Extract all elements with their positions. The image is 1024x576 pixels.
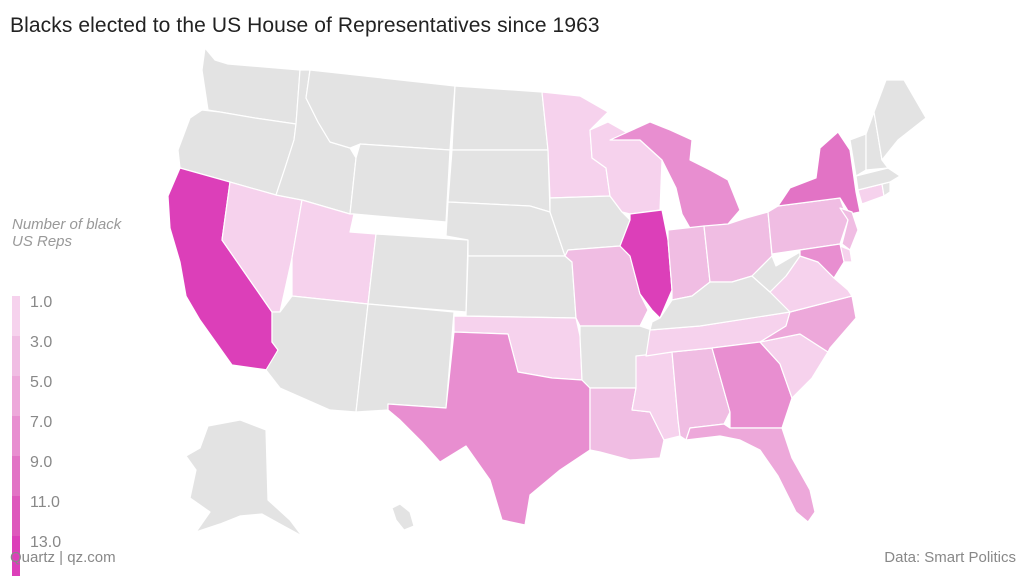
legend-swatch xyxy=(12,296,20,336)
legend-swatch xyxy=(12,456,20,496)
state-CO xyxy=(367,233,469,313)
legend-label: 11.0 xyxy=(30,494,60,511)
chart-title: Blacks elected to the US House of Repres… xyxy=(10,14,600,37)
data-source: Data: Smart Politics xyxy=(884,549,1016,566)
state-FL xyxy=(685,423,816,523)
legend-label: 7.0 xyxy=(30,414,53,431)
legend-swatch xyxy=(12,336,20,376)
state-ME xyxy=(873,79,927,161)
state-NM xyxy=(355,303,455,413)
legend-label: 1.0 xyxy=(30,294,53,311)
state-AZ xyxy=(265,295,369,413)
state-UT xyxy=(291,199,377,305)
legend-swatch xyxy=(12,536,20,576)
state-MI xyxy=(609,121,741,229)
state-NH xyxy=(865,111,889,171)
state-NY xyxy=(777,131,861,215)
state-HI xyxy=(391,503,415,531)
source-credit: Quartz | qz.com xyxy=(10,549,116,566)
legend-swatch xyxy=(12,496,20,536)
legend-title-line1: Number of black xyxy=(12,216,122,233)
legend-title-line2: US Reps xyxy=(12,233,73,250)
legend-title: Number of black US Reps xyxy=(12,216,162,250)
state-MT xyxy=(305,69,456,151)
state-KS xyxy=(465,255,577,319)
state-IL xyxy=(619,209,673,319)
legend-label: 3.0 xyxy=(30,334,53,351)
state-TX xyxy=(387,331,591,526)
state-MO xyxy=(564,245,649,327)
legend-label: 5.0 xyxy=(30,374,53,391)
legend-label: 9.0 xyxy=(30,454,53,471)
state-ND xyxy=(451,85,549,151)
state-AK xyxy=(185,419,303,537)
state-WY xyxy=(349,143,451,223)
state-MD xyxy=(799,243,845,279)
legend-swatch xyxy=(12,376,20,416)
legend-swatch xyxy=(12,416,20,456)
legend-label: 13.0 xyxy=(30,534,62,551)
